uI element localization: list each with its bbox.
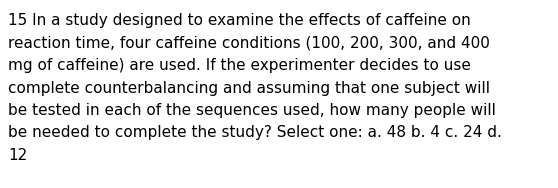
- Text: 15 In a study designed to examine the effects of caffeine on: 15 In a study designed to examine the ef…: [8, 13, 471, 28]
- Text: 12: 12: [8, 148, 27, 163]
- Text: be tested in each of the sequences used, how many people will: be tested in each of the sequences used,…: [8, 103, 496, 118]
- Text: reaction time, four caffeine conditions (100, 200, 300, and 400: reaction time, four caffeine conditions …: [8, 36, 490, 51]
- Text: be needed to complete the study? Select one: a. 48 b. 4 c. 24 d.: be needed to complete the study? Select …: [8, 126, 502, 140]
- Text: complete counterbalancing and assuming that one subject will: complete counterbalancing and assuming t…: [8, 80, 490, 96]
- Text: mg of caffeine) are used. If the experimenter decides to use: mg of caffeine) are used. If the experim…: [8, 58, 471, 73]
